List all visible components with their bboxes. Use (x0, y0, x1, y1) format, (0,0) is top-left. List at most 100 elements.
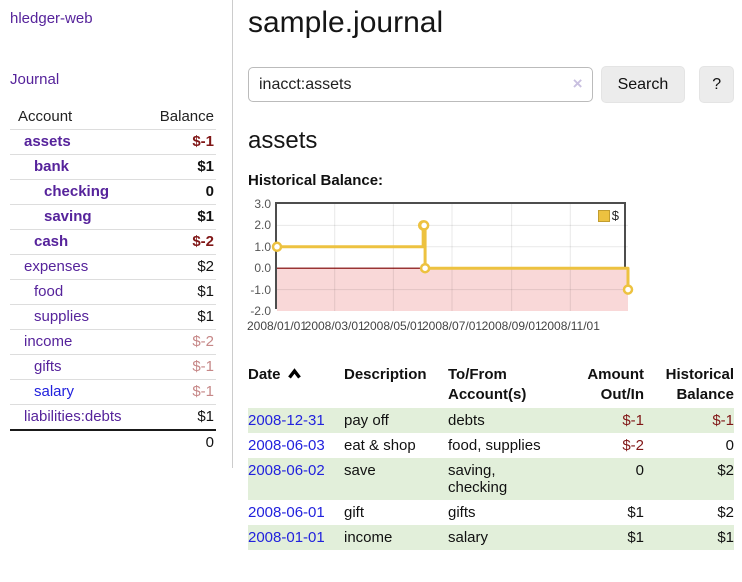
register-row: 2008-06-02 save saving, checking 0 $2 (248, 458, 734, 500)
sidebar: hledger-web Journal Account Balance asse… (0, 0, 233, 468)
x-tick-label: 2008/03/01 (304, 319, 365, 333)
sidebar-account-balance: $1 (146, 204, 216, 230)
register-date-cell: 2008-06-02 (248, 458, 344, 500)
y-tick-label: -2.0 (250, 304, 271, 318)
historical-balance-chart: 3.0 2.0 1.0 0.0 -1.0 -2.0 $ 2008/01/01 2008/03… (247, 198, 634, 342)
sidebar-account-balance: 0 (146, 179, 216, 205)
sidebar-account-link[interactable]: food (34, 283, 64, 300)
y-tick-label: 1.0 (254, 239, 271, 254)
data-point (271, 241, 283, 253)
sidebar-account-balance: $-1 (146, 354, 216, 380)
sidebar-total-row: 0 (10, 429, 216, 455)
chart-plot-area[interactable]: $ (271, 202, 634, 311)
sidebar-account-row: gifts $-1 (10, 354, 216, 380)
sidebar-account-cell: liabilities:debts (10, 404, 147, 431)
sidebar-account-link[interactable]: supplies (34, 308, 90, 325)
register-accounts: saving, checking (448, 462, 508, 496)
register-header-accounts: To/From Account(s) (448, 366, 527, 403)
sidebar-item-journal[interactable]: Journal (10, 71, 60, 88)
sidebar-accounts-body: assets $-1 bank $1 checking 0 saving $1 cash $-2 e… (10, 129, 216, 431)
legend-swatch (597, 209, 610, 222)
accounts-header-row: Account Balance (10, 104, 216, 130)
chart-y-axis: 3.0 2.0 1.0 0.0 -1.0 -2.0 (248, 198, 271, 317)
sidebar-account-link[interactable]: assets (24, 133, 71, 150)
sidebar-accounts-table: Account Balance assets $-1 bank $1 checking 0… (10, 104, 216, 455)
x-tick-label: 2008/07/01 (421, 319, 483, 333)
sidebar-account-link[interactable]: gifts (34, 358, 62, 375)
register-date-cell: 2008-12-31 (248, 408, 344, 433)
sidebar-account-link[interactable]: checking (44, 183, 110, 200)
sidebar-account-link[interactable]: bank (34, 158, 70, 175)
negative-region (277, 268, 628, 311)
register-balance: $1 (717, 529, 734, 546)
sidebar-account-link[interactable]: cash (34, 233, 69, 250)
register-row: 2008-06-01 gift gifts $1 $2 (248, 500, 734, 525)
register-row: 2008-01-01 income salary $1 $1 (248, 525, 734, 550)
register-balance: $2 (717, 462, 734, 479)
register-header-description: Description (344, 366, 427, 383)
sidebar-account-row: assets $-1 (10, 129, 216, 155)
search-input[interactable] (248, 67, 593, 102)
y-tick-label: 0.0 (254, 261, 271, 276)
sidebar-account-row: cash $-2 (10, 229, 216, 255)
search-button[interactable]: Search (600, 66, 686, 103)
register-date-link[interactable]: 2008-06-01 (248, 504, 325, 521)
register-date-link[interactable]: 2008-01-01 (248, 529, 325, 546)
sidebar-account-cell: gifts (10, 354, 147, 380)
search-bar: × Search ? (248, 66, 734, 103)
sidebar-account-link[interactable]: saving (44, 208, 92, 225)
sidebar-account-row: liabilities:debts $1 (10, 404, 216, 431)
sidebar-account-balance: $-1 (146, 379, 216, 405)
register-balance: $-1 (712, 412, 734, 429)
register-date-link[interactable]: 2008-12-31 (248, 412, 325, 429)
register-accounts: gifts (448, 504, 476, 521)
chart-title: Historical Balance: (248, 172, 384, 189)
sidebar-account-row: bank $1 (10, 154, 216, 180)
chart-legend: $ (595, 207, 621, 224)
page-title: sample.journal (248, 6, 444, 39)
sidebar-account-link[interactable]: salary (34, 383, 75, 400)
x-tick-label: 2008/01/01 (246, 319, 308, 333)
register-amount: $-2 (622, 437, 644, 454)
register-date-cell: 2008-06-03 (248, 433, 344, 458)
register-date-link[interactable]: 2008-06-03 (248, 437, 325, 454)
sidebar-account-row: income $-2 (10, 329, 216, 355)
sidebar-account-balance: $-2 (146, 229, 216, 255)
register-description: income (344, 529, 393, 546)
sidebar-account-cell: income (10, 329, 147, 355)
search-input-wrap: × (248, 67, 593, 102)
sidebar-account-link[interactable]: expenses (24, 258, 89, 275)
sidebar-account-balance: $-2 (146, 329, 216, 355)
accounts-header-account: Account (10, 104, 147, 130)
sidebar-account-balance: $-1 (146, 129, 216, 155)
sidebar-account-cell: saving (10, 204, 147, 230)
y-tick-label: -1.0 (250, 282, 271, 297)
sidebar-account-cell: checking (10, 179, 147, 205)
sidebar-account-row: expenses $2 (10, 254, 216, 280)
register-description: pay off (344, 412, 389, 429)
sidebar-account-cell: food (10, 279, 147, 305)
sidebar-account-row: checking 0 (10, 179, 216, 205)
sidebar-account-link[interactable]: liabilities:debts (24, 408, 122, 425)
register-date-cell: 2008-06-01 (248, 500, 344, 525)
sidebar-account-cell: bank (10, 154, 147, 180)
app-brand-link[interactable]: hledger-web (10, 10, 93, 27)
clear-search-icon[interactable]: × (572, 74, 583, 93)
register-description: eat & shop (344, 437, 416, 454)
sidebar-account-link[interactable]: income (24, 333, 73, 350)
register-header-balance: Historical Balance (665, 366, 734, 403)
data-point (418, 220, 430, 231)
register-row: 2008-06-03 eat & shop food, supplies $-2 0 (248, 433, 734, 458)
y-tick-label: 3.0 (254, 197, 271, 211)
sidebar-account-balance: $1 (146, 154, 216, 180)
register-header-date[interactable]: Date (248, 362, 344, 408)
register-table: Date Description To/From Account(s) Amou… (248, 362, 734, 550)
register-description: gift (344, 504, 365, 521)
help-button[interactable]: ? (699, 66, 734, 103)
register-amount: 0 (635, 462, 644, 479)
register-accounts: salary (448, 529, 489, 546)
data-point (419, 262, 431, 274)
register-header-row: Date Description To/From Account(s) Amou… (248, 362, 734, 408)
chart-plot-svg (271, 204, 634, 311)
register-date-link[interactable]: 2008-06-02 (248, 462, 325, 479)
